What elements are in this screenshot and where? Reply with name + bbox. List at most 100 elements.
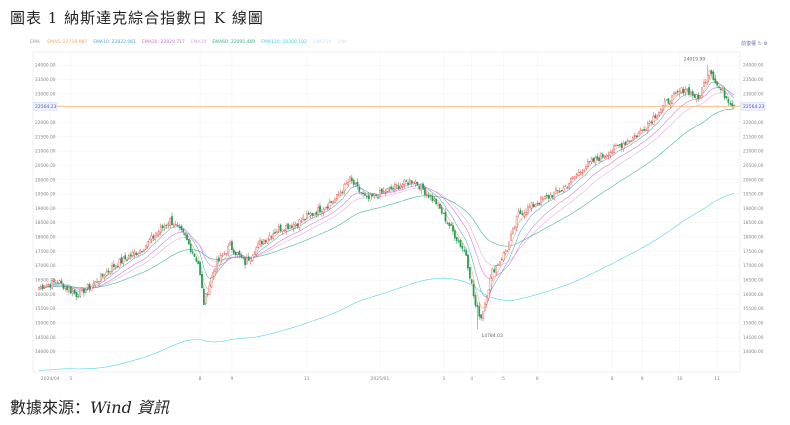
adjust-mode-button[interactable]: 前復權	[741, 41, 757, 47]
candle-body	[319, 205, 321, 213]
candle-body	[173, 225, 175, 227]
candle-body	[317, 207, 319, 215]
legend-item[interactable]: EMA250	[312, 40, 332, 45]
candle-body	[646, 123, 649, 131]
y-tick-label-right: 16000.00	[743, 292, 764, 298]
candle-body	[291, 225, 293, 228]
candle-body	[156, 233, 158, 237]
legend-item[interactable]: EMA20: 22829.717	[142, 40, 185, 45]
legend-item[interactable]: EMA60: 22095.469	[212, 40, 256, 45]
candle-body	[223, 253, 226, 255]
candle-body	[229, 242, 231, 246]
candle-body	[600, 153, 602, 162]
candle-body	[562, 187, 565, 192]
candle-body	[611, 150, 614, 154]
candle-body	[79, 288, 82, 297]
candle-body	[635, 135, 638, 138]
candle-body	[521, 213, 524, 216]
candle-body	[244, 258, 246, 266]
x-tick-label: 9	[231, 376, 234, 382]
x-tick-label: 8	[611, 376, 614, 382]
candle-body	[84, 289, 87, 293]
candle-body	[457, 240, 460, 242]
legend-item[interactable]: EMA120: 20308.192	[261, 40, 307, 45]
candle-body	[169, 217, 171, 226]
candle-body	[523, 212, 526, 217]
candle-body	[440, 207, 443, 214]
candle-body	[68, 287, 70, 292]
candle-body	[573, 176, 576, 179]
candle-body	[465, 250, 467, 256]
candle-body	[641, 129, 644, 131]
candle-body	[491, 268, 494, 279]
candle-body	[686, 88, 689, 91]
candle-body	[534, 204, 537, 207]
y-tick-label-right: 17500.00	[743, 249, 764, 255]
candle-body	[225, 253, 228, 255]
candle-body	[174, 224, 177, 226]
candle-body	[214, 268, 216, 272]
candle-body	[519, 210, 522, 214]
candle-body	[624, 141, 627, 145]
refresh-icon[interactable]: ↻	[757, 41, 762, 47]
candle-body	[706, 74, 709, 82]
y-tick-label-left: 21500.00	[35, 134, 56, 140]
candle-body	[395, 184, 398, 187]
candle-body	[380, 188, 383, 193]
candle-body	[412, 181, 415, 184]
candle-body	[154, 235, 156, 240]
candle-body	[176, 225, 179, 227]
candle-body	[287, 223, 290, 229]
candle-body	[304, 218, 306, 220]
candle-body	[590, 158, 593, 163]
candle-body	[45, 285, 48, 287]
candle-body	[53, 281, 55, 283]
candle-body	[364, 193, 366, 196]
x-tick-label: 6	[536, 376, 539, 382]
candle-body	[43, 287, 46, 289]
y-tick-label-left: 17500.00	[35, 249, 56, 255]
candle-body	[77, 296, 80, 298]
candle-body	[425, 193, 428, 195]
candle-body	[129, 254, 132, 257]
settings-icon[interactable]: ⚙	[763, 41, 768, 47]
candle-body	[60, 280, 63, 284]
candle-body	[195, 257, 198, 262]
legend-item[interactable]: EMA10: 22822.061	[93, 40, 137, 45]
y-tick-label-left: 15500.00	[35, 306, 56, 312]
y-tick-label-left: 18500.00	[35, 220, 56, 226]
candle-body	[427, 194, 430, 198]
candle-body	[429, 195, 432, 197]
candle-body	[231, 241, 233, 250]
y-tick-label-left: 22000.00	[35, 120, 56, 126]
candle-body	[289, 225, 291, 229]
candle-body	[671, 95, 674, 105]
candle-body	[525, 212, 527, 215]
y-tick-label-right: 15000.00	[743, 321, 764, 327]
legend-item[interactable]: EMA30	[190, 40, 207, 45]
candle-body	[382, 190, 385, 192]
ema-20-line	[38, 87, 735, 290]
candle-body	[637, 133, 640, 138]
candle-body	[399, 185, 402, 188]
candle-body	[272, 233, 275, 239]
legend-item[interactable]: EMA5: 22719.087	[47, 40, 88, 45]
candle-body	[240, 255, 243, 258]
candle-body	[483, 302, 486, 311]
candle-body	[618, 144, 621, 146]
candle-body	[182, 228, 185, 233]
legend-item[interactable]: EMA	[337, 40, 348, 45]
candle-body	[615, 145, 617, 147]
candle-body	[588, 161, 591, 163]
candle-body	[386, 188, 389, 192]
candle-body	[141, 251, 143, 253]
chart-toolbar[interactable]: 前復權 ↻ ⚙	[741, 40, 768, 47]
candle-body	[328, 202, 331, 210]
candle-body	[285, 225, 288, 232]
candle-body	[560, 189, 563, 191]
candle-body	[454, 230, 456, 239]
candle-body	[188, 239, 190, 245]
candle-body	[247, 256, 250, 261]
candle-body	[337, 194, 340, 196]
candle-body	[264, 240, 267, 243]
